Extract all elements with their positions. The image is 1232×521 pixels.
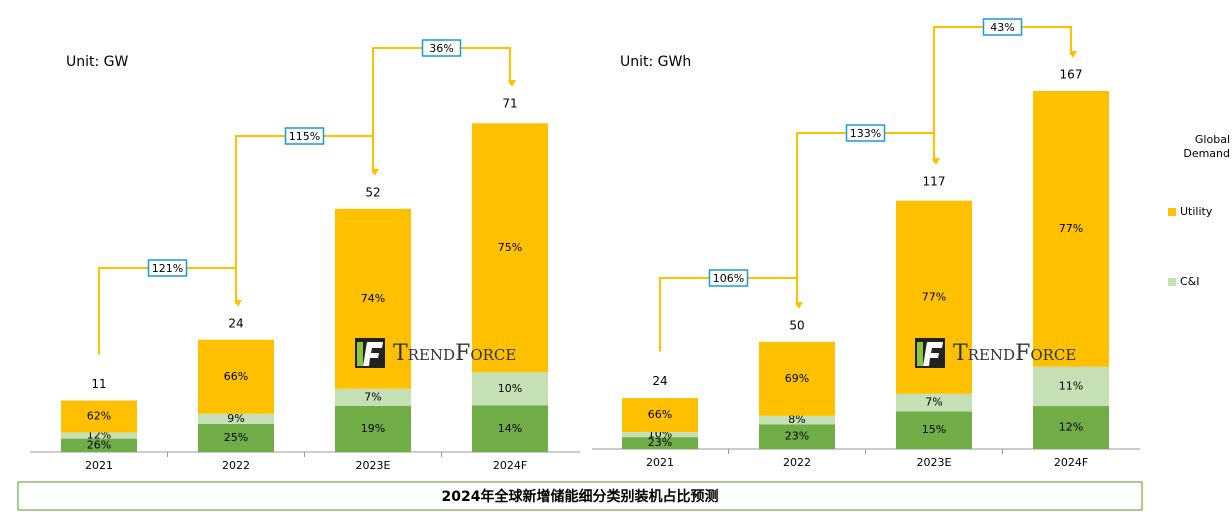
growth-box: [708, 269, 749, 287]
bar-segment: [472, 123, 548, 373]
segment-label: 75%: [498, 241, 522, 254]
legend-label: C&I: [1180, 275, 1200, 288]
segment-label: 66%: [224, 370, 248, 383]
segment-label: 10%: [498, 382, 522, 395]
bar-segment: [61, 432, 137, 439]
growth-label: 106%: [713, 272, 744, 285]
segment-label: 7%: [364, 390, 381, 403]
bar-segment: [198, 339, 274, 414]
segment-label: 8%: [788, 413, 805, 426]
growth-box: [845, 124, 886, 142]
x-tick-label: 2022: [222, 459, 250, 472]
bar-segment: [1033, 406, 1109, 449]
segment-label: 14%: [498, 422, 522, 435]
bar-segment: [1033, 366, 1109, 407]
logo-accent: [357, 342, 363, 366]
segment-label: 23%: [785, 430, 809, 443]
x-tick-label: 2023E: [917, 456, 952, 469]
total-label: 71: [502, 97, 517, 111]
segment-label: 66%: [648, 408, 672, 421]
growth-box: [147, 259, 188, 277]
segment-label: 77%: [922, 290, 946, 303]
bar-segment: [335, 388, 411, 406]
growth-box: [421, 39, 462, 57]
bar-segment: [198, 413, 274, 424]
segment-label: 25%: [224, 431, 248, 444]
bar-segment: [335, 405, 411, 452]
total-label: 24: [228, 316, 243, 330]
bar-segment: [61, 400, 137, 433]
total-label: 167: [1060, 68, 1083, 82]
x-tick-label: 2021: [85, 459, 113, 472]
growth-arrow: [659, 277, 803, 352]
bar-segment: [896, 393, 972, 412]
bar-segment: [759, 424, 835, 449]
logo-mark: [923, 342, 943, 366]
growth-label: 115%: [289, 130, 320, 143]
unit-label: Unit: GW: [66, 54, 129, 70]
legend-label: Utility: [1180, 205, 1213, 218]
watermark: TrendForce: [953, 341, 1076, 366]
segment-label: 62%: [87, 410, 111, 423]
bar-segment: [759, 415, 835, 425]
segment-label: 26%: [87, 438, 111, 451]
x-tick-label: 2024F: [493, 459, 527, 472]
total-label: 117: [923, 175, 946, 189]
segment-label: 77%: [1059, 222, 1083, 235]
segment-label: 74%: [361, 292, 385, 305]
caption-box: [17, 481, 1143, 511]
bar-segment: [759, 341, 835, 416]
growth-box: [982, 18, 1023, 36]
total-label: 11: [91, 377, 106, 391]
growth-label: 133%: [850, 127, 881, 140]
logo-mark: [363, 342, 383, 366]
bar-segment: [622, 398, 698, 433]
unit-label: Unit: GWh: [620, 54, 691, 70]
watermark: TrendForce: [393, 341, 516, 366]
segment-label: 12%: [1059, 421, 1083, 434]
bar-segment: [622, 432, 698, 438]
bar-segment: [472, 405, 548, 452]
x-tick-label: 2024F: [1054, 456, 1088, 469]
x-tick-label: 2023E: [356, 459, 391, 472]
segment-label: 11%: [1059, 379, 1083, 392]
x-tick-label: 2021: [646, 456, 674, 469]
logo-accent: [917, 342, 923, 366]
growth-label: 36%: [429, 42, 453, 55]
x-tick-label: 2022: [783, 456, 811, 469]
bar-segment: [198, 423, 274, 452]
segment-label: 19%: [361, 422, 385, 435]
caption: 2024年全球新增储能细分类别装机占比预测: [442, 488, 719, 505]
bar-segment: [1033, 91, 1109, 367]
bar-segment: [472, 372, 548, 406]
legend-swatch: [1168, 208, 1176, 216]
legend-title: Global Demand: [1183, 133, 1230, 160]
segment-label: 15%: [922, 423, 946, 436]
bar-segment: [622, 437, 698, 449]
bar-segment: [896, 411, 972, 449]
legend-swatch: [1168, 278, 1176, 286]
total-label: 24: [652, 374, 667, 388]
growth-label: 43%: [990, 21, 1014, 34]
segment-label: 69%: [785, 372, 809, 385]
growth-box: [284, 127, 325, 145]
segment-label: 23%: [648, 436, 672, 449]
total-label: 52: [365, 185, 380, 199]
total-label: 50: [789, 318, 804, 332]
bar-segment: [61, 438, 137, 452]
growth-label: 121%: [152, 262, 183, 275]
legend-title-box: Global Demand: [1183, 133, 1230, 160]
segment-label: 7%: [925, 396, 942, 409]
segment-label: 9%: [227, 412, 244, 425]
